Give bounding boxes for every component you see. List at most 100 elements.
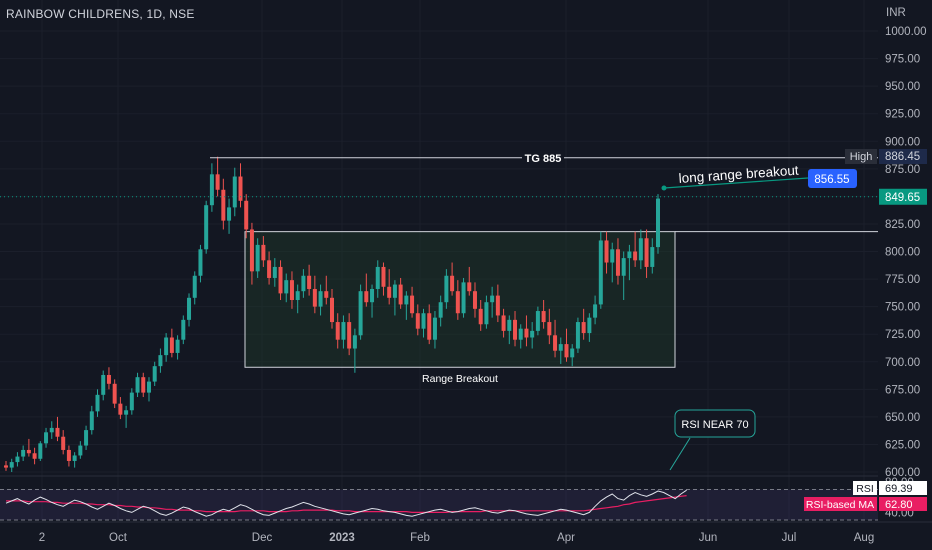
candle-body	[301, 275, 306, 292]
price-tick-label: 725.00	[885, 329, 920, 341]
time-tick-label: Aug	[854, 532, 874, 544]
candle-body	[244, 200, 249, 230]
candle-body	[4, 465, 8, 468]
symbol-title[interactable]: RAINBOW CHILDRENS, 1D, NSE	[6, 7, 195, 21]
candle-body	[129, 392, 134, 411]
time-tick-label: Apr	[557, 532, 575, 544]
candle-body	[444, 275, 449, 303]
high-label: High	[850, 151, 873, 163]
price-tick-label: 775.00	[885, 274, 920, 286]
candle-body	[209, 174, 214, 206]
candle-body	[289, 280, 294, 301]
rsi-label-bg	[853, 481, 877, 495]
rsi-ma-value-bg	[879, 497, 927, 511]
candle-body	[118, 403, 123, 415]
candle-body	[249, 229, 254, 272]
candle-body	[398, 284, 403, 305]
price-axis[interactable]: 1000.00975.00950.00925.00900.00875.00850…	[845, 7, 927, 479]
candle-body	[255, 244, 260, 272]
candle-body	[89, 411, 94, 431]
candle-body	[26, 449, 31, 454]
candle-body	[598, 240, 603, 305]
candle-body	[278, 266, 283, 294]
candle-body	[644, 238, 649, 267]
candle-body	[347, 322, 352, 349]
price-tick-label: 625.00	[885, 439, 920, 451]
time-axis[interactable]: 2 Oct Dec 2023 Feb Apr Jun Jul Aug	[39, 532, 874, 544]
candle-body	[15, 456, 20, 463]
candle-body	[141, 377, 146, 393]
time-tick-label: Oct	[109, 532, 128, 544]
candle-body	[221, 189, 226, 221]
price-tick-label: 600.00	[885, 467, 920, 479]
rsi-ma-line	[6, 495, 687, 513]
candle-body	[124, 410, 129, 415]
candle-body	[507, 319, 512, 331]
candlestick-series	[4, 156, 660, 472]
time-tick-label: Feb	[410, 532, 430, 544]
high-value-bg	[879, 149, 927, 164]
candle-body	[84, 430, 89, 446]
price-tick-label: 650.00	[885, 412, 920, 424]
candle-body	[232, 176, 237, 208]
rsi-line	[5, 489, 687, 517]
price-tick-label: 700.00	[885, 357, 920, 369]
candle-body	[192, 275, 197, 298]
trend-line	[663, 177, 809, 189]
candle-body	[501, 315, 506, 331]
price-tick-label: 800.00	[885, 247, 920, 259]
candle-body	[421, 313, 426, 329]
candle-body	[312, 288, 317, 307]
rsi-value-bg	[879, 481, 927, 495]
candle-body	[450, 275, 455, 292]
candle-body	[638, 238, 643, 261]
candle-body	[621, 258, 626, 276]
candle-body	[581, 322, 586, 334]
rsi-callout-text: RSI NEAR 70	[681, 419, 748, 431]
candle-body	[461, 282, 466, 314]
candle-body	[387, 286, 392, 298]
high-value: 886.45	[885, 151, 920, 163]
trend-value: 856.55	[814, 174, 849, 186]
rsi-band-fill	[0, 489, 878, 520]
candle-body	[558, 344, 563, 351]
candle-body	[593, 304, 598, 318]
candle-body	[341, 322, 346, 340]
rsi-ma-label: RSI-based MA	[806, 499, 874, 511]
candle-body	[152, 366, 157, 382]
candle-body	[541, 311, 546, 323]
candle-body	[370, 288, 375, 303]
candle-body	[146, 381, 151, 393]
rsi-ma-label-bg	[804, 497, 877, 511]
candle-body	[21, 449, 26, 457]
candle-body	[547, 322, 552, 336]
candle-body	[427, 313, 432, 340]
price-tick-label: 675.00	[885, 384, 920, 396]
candle-body	[330, 297, 334, 323]
trend-value-badge	[808, 169, 857, 188]
candle-body	[467, 282, 472, 292]
candle-body	[478, 308, 483, 325]
price-tick-label: 950.00	[885, 81, 920, 93]
price-tick-label: 750.00	[885, 302, 920, 314]
candle-body	[95, 394, 100, 412]
candle-body	[38, 443, 43, 459]
candle-body	[472, 291, 477, 309]
candle-body	[404, 295, 409, 305]
candle-body	[650, 247, 655, 267]
target-label: TG 885	[525, 153, 562, 165]
candle-body	[272, 266, 277, 278]
candle-body	[587, 317, 592, 334]
candle-body	[455, 291, 460, 314]
candle-body	[187, 297, 192, 320]
candle-body	[101, 374, 106, 395]
candle-body	[570, 348, 575, 358]
candle-body	[261, 244, 266, 261]
high-label-bg	[845, 149, 877, 164]
candle-body	[575, 322, 580, 349]
candle-body	[49, 427, 54, 433]
candle-body	[335, 322, 340, 340]
candle-body	[204, 205, 209, 250]
price-tick-label: 1000.00	[885, 26, 927, 38]
